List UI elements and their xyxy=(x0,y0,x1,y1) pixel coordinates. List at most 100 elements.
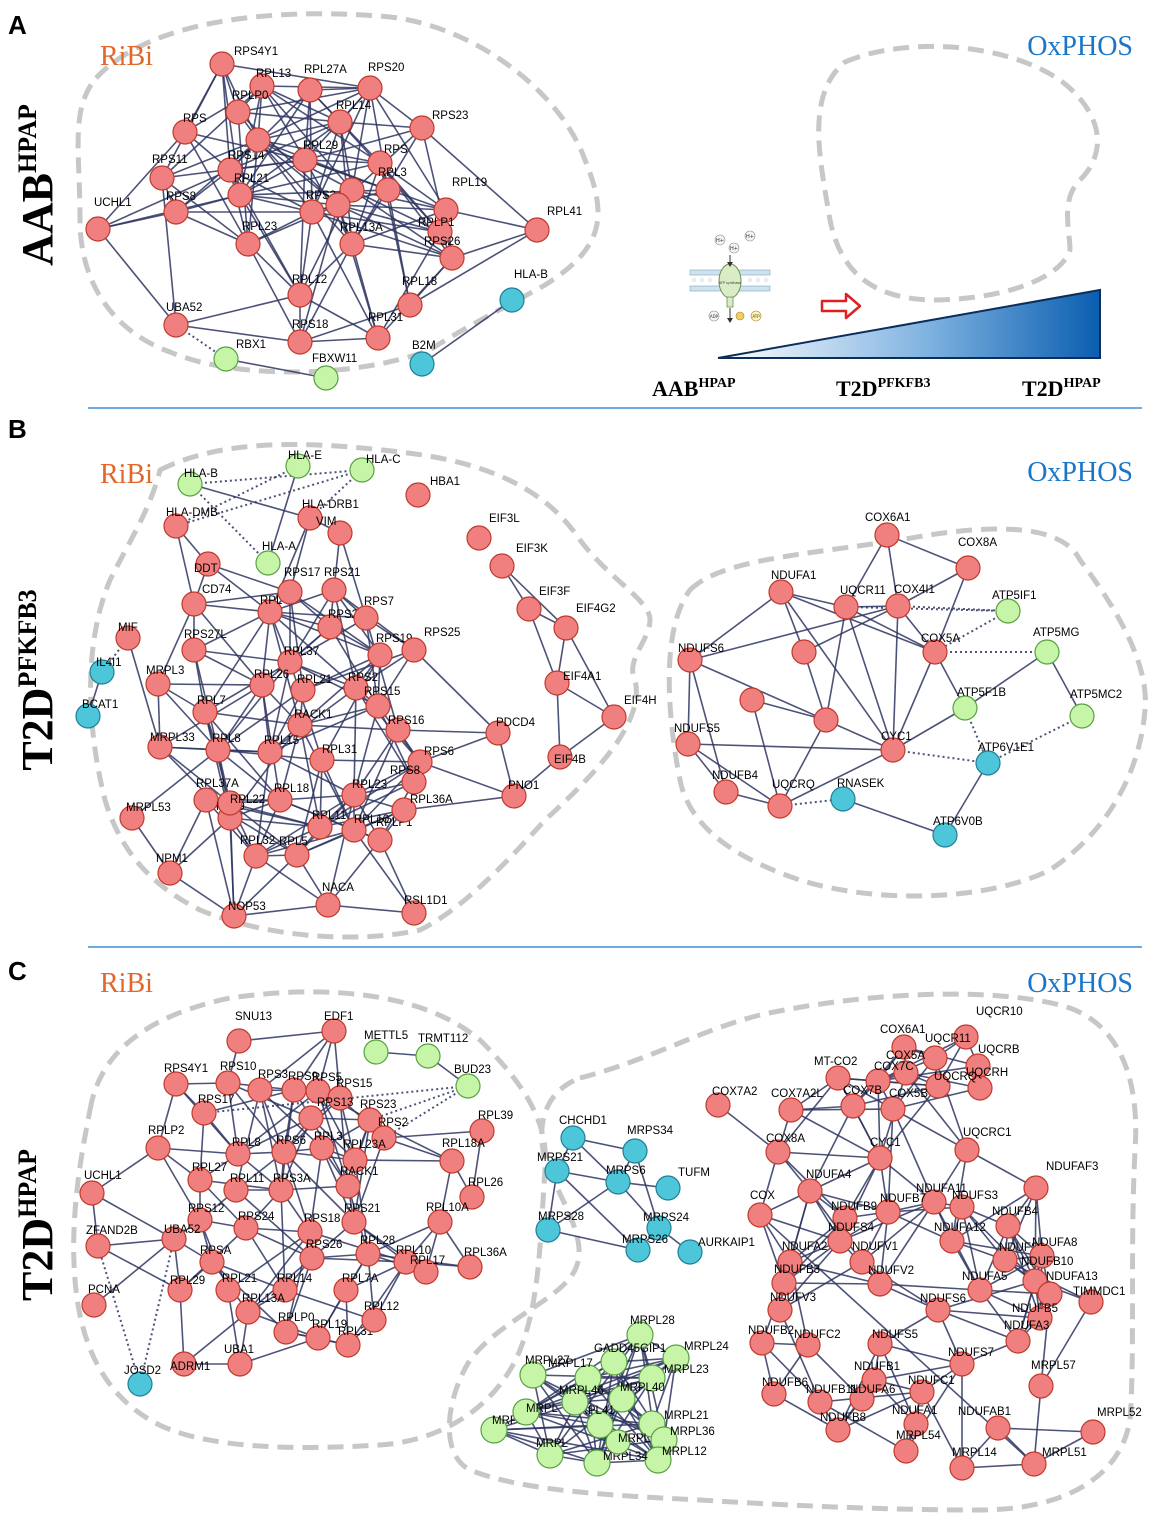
node-label: RPL27A xyxy=(304,64,347,76)
network-edge xyxy=(353,705,379,796)
network-node: MRPL14 xyxy=(949,1447,997,1481)
node-label: NDUFA2 xyxy=(782,1241,827,1253)
node-label: UQCRH xyxy=(966,1067,1008,1079)
network-node: NDUFA1 xyxy=(892,1405,937,1437)
network-edge xyxy=(184,85,263,133)
node-label: RPS25 xyxy=(424,627,460,639)
node-label: NDUFV2 xyxy=(868,1265,914,1277)
node-label: HLA-DRB1 xyxy=(302,499,359,511)
network-edge xyxy=(951,1240,1043,1257)
node-label: NDUFAB1 xyxy=(958,1406,1011,1418)
network-node: HLA-E xyxy=(285,450,322,479)
node-circle xyxy=(922,1045,948,1071)
network-edge xyxy=(397,729,499,734)
node-label: MRPL27 xyxy=(525,1355,570,1367)
node-circle xyxy=(459,1184,485,1210)
network-node: RPS16 xyxy=(385,715,424,743)
network-edge xyxy=(501,565,567,629)
node-circle xyxy=(553,615,579,641)
node-label: NDUFA12 xyxy=(934,1222,986,1234)
network-node: NDUFB1 xyxy=(854,1361,900,1393)
node-label: RPL15 xyxy=(264,735,299,747)
node-label: MRPL xyxy=(536,1438,569,1450)
network-node: COX5A xyxy=(921,633,960,665)
node-label: UQCR11 xyxy=(925,1033,971,1045)
network-node: RPS24 xyxy=(233,1211,275,1241)
network-edge xyxy=(280,1189,286,1291)
network-edge xyxy=(259,1030,335,1091)
node-circle xyxy=(952,695,978,721)
network-edge xyxy=(351,243,453,259)
node-circle xyxy=(413,1259,439,1285)
network-node: RPS15 xyxy=(364,686,400,719)
network-edge xyxy=(921,1391,963,1469)
node-circle xyxy=(255,550,281,576)
network-edge xyxy=(779,1261,863,1311)
node-label: RPL14 xyxy=(336,100,372,112)
node-circle xyxy=(355,1241,381,1267)
node-label: RPL13 xyxy=(256,68,291,80)
node-circle xyxy=(81,1292,107,1318)
node-label: UCHL1 xyxy=(84,1170,122,1182)
node-label: AURKAIP1 xyxy=(698,1237,755,1249)
node-label: RPS21 xyxy=(344,1203,380,1215)
node-label: RPS20 xyxy=(368,62,404,74)
node-label: RPS13 xyxy=(317,1097,353,1109)
node-label: RPL7 xyxy=(197,695,226,707)
network-node: UQCR11 xyxy=(922,1033,971,1071)
network-edge xyxy=(229,121,341,171)
node-circle xyxy=(305,1325,331,1351)
network-edge xyxy=(289,517,311,593)
network-node: NDUFA8 xyxy=(1029,1237,1077,1269)
network-edge xyxy=(689,605,899,661)
network-edge xyxy=(139,1238,175,1385)
node-circle xyxy=(217,157,243,183)
network-node: RPS3A xyxy=(268,1173,311,1203)
node-label: RPS5 xyxy=(312,1072,342,1084)
network-node: EIF4H xyxy=(601,695,657,730)
network-edge xyxy=(687,743,894,751)
network-edge xyxy=(289,589,335,663)
network-edge xyxy=(221,63,371,89)
network-node: RPL23 xyxy=(341,779,387,808)
node-label: UBA52 xyxy=(164,1224,200,1236)
network-node: RPL17 xyxy=(410,1255,445,1285)
network-node: NDUFC2 xyxy=(794,1329,841,1358)
node-circle xyxy=(485,720,511,746)
network-node: RPL10A xyxy=(426,1202,469,1235)
network-node: RPL11 xyxy=(223,1173,264,1203)
network-edge xyxy=(421,299,513,365)
network-node: RPL29 xyxy=(167,1275,205,1303)
node-label: RPL37 xyxy=(284,646,319,658)
node-label: RPS27L xyxy=(184,629,227,641)
network-node: RPL xyxy=(257,595,283,625)
network-node: NDUFV1 xyxy=(849,1241,898,1275)
network-node: RACK1 xyxy=(335,1166,378,1199)
node-circle xyxy=(638,1364,666,1392)
network-edge xyxy=(565,627,615,718)
network-edge xyxy=(351,189,447,211)
network-node: ATP5IF1 xyxy=(992,590,1037,624)
node-circle xyxy=(321,1018,347,1044)
network-node: MRPL54 xyxy=(893,1430,941,1464)
network-edge xyxy=(203,1085,469,1114)
node-circle xyxy=(163,513,189,539)
node-label: RPL13A xyxy=(242,1293,285,1305)
network-edge xyxy=(204,711,281,801)
network-edge xyxy=(257,139,389,191)
network-edge xyxy=(777,1151,881,1159)
node-label: B2M xyxy=(412,340,436,352)
network-node: RPL23 xyxy=(235,221,277,257)
node-circle xyxy=(297,1219,323,1245)
network-node: METTL5 xyxy=(363,1030,408,1065)
node-label: NDUFA13 xyxy=(1046,1271,1098,1283)
node-label: RPL3 xyxy=(378,167,407,179)
network-edge xyxy=(269,611,367,619)
node-label: NDUFS4 xyxy=(828,1222,875,1234)
network-edge xyxy=(229,802,321,828)
network-node: RPL3 xyxy=(375,167,407,203)
node-label: RPS9 xyxy=(288,1071,318,1083)
node-circle xyxy=(767,1297,793,1323)
node-label: RPS15 xyxy=(364,686,400,698)
network-edge xyxy=(269,687,357,753)
